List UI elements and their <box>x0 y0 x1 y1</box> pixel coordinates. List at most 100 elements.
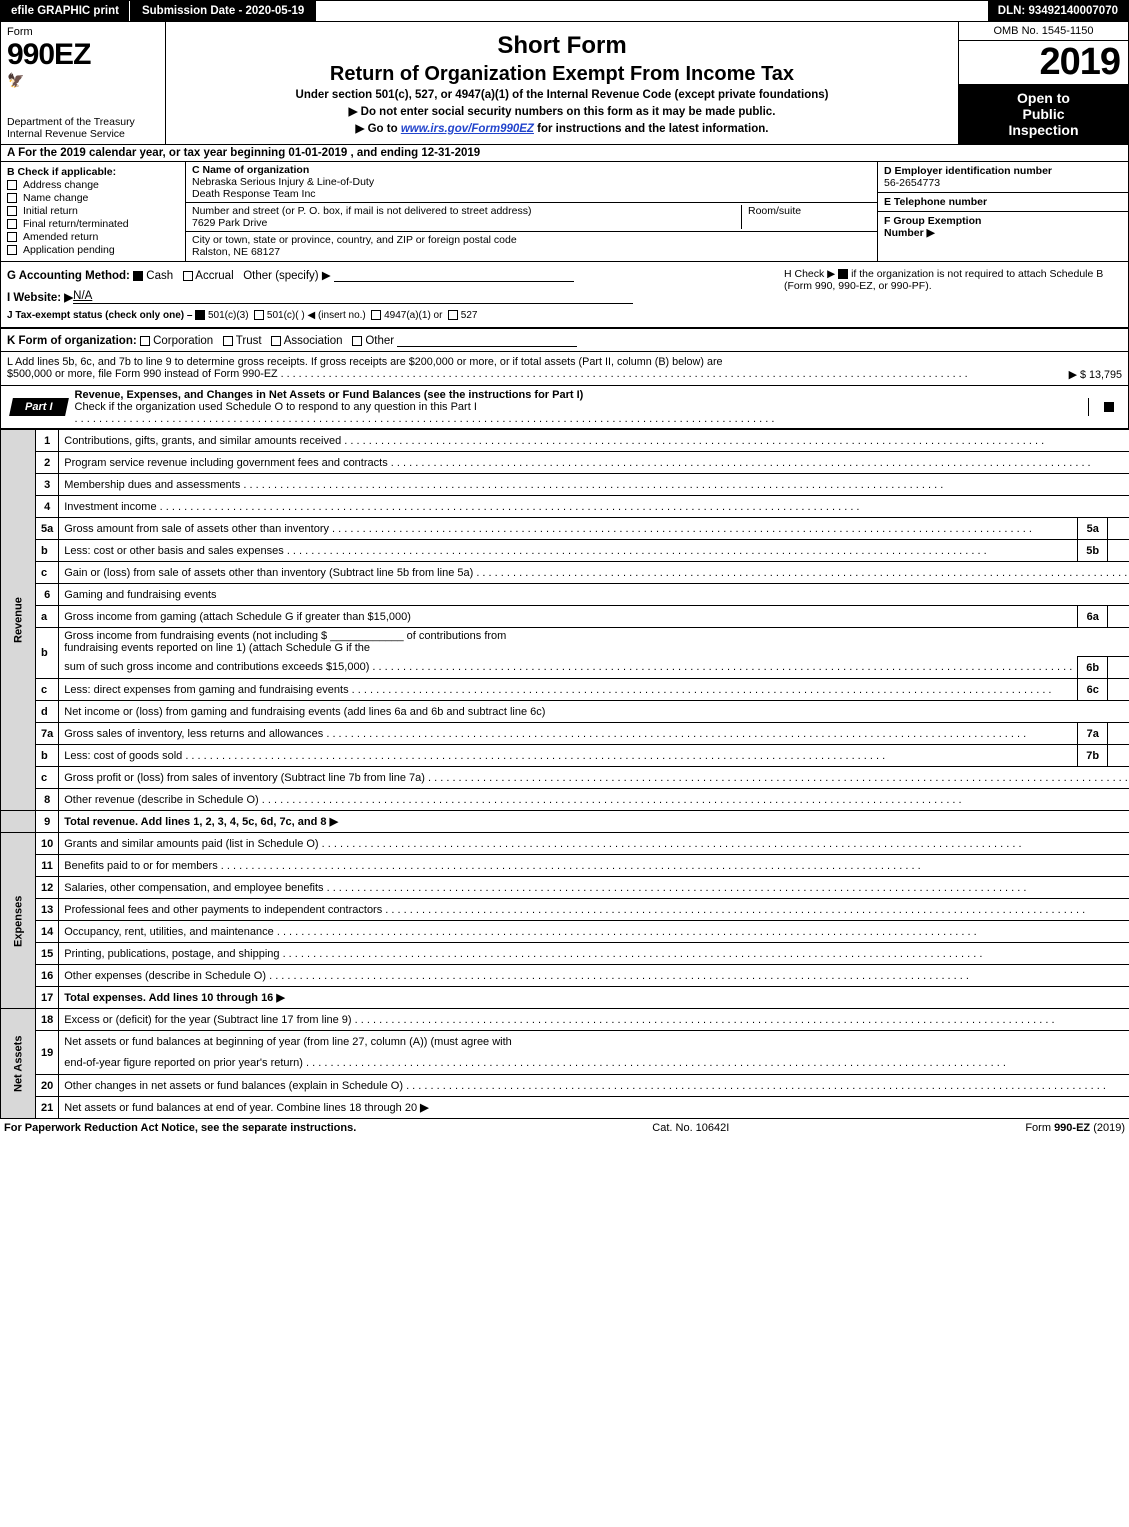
goto-post: for instructions and the latest informat… <box>534 123 769 135</box>
title-return-exempt: Return of Organization Exempt From Incom… <box>174 63 950 86</box>
goto-pre: ▶ Go to <box>356 123 401 135</box>
f-label-2: Number ▶ <box>884 227 935 239</box>
org-name-l1: Nebraska Serious Injury & Line-of-Duty <box>192 176 871 188</box>
chk-final-return[interactable]: Final return/terminated <box>7 218 179 230</box>
table-row: b Less: cost or other basis and sales ex… <box>1 540 1129 562</box>
chk-amended-return[interactable]: Amended return <box>7 231 179 243</box>
addr-block: Number and street (or P. O. box, if mail… <box>192 205 741 229</box>
c-city-cell: City or town, state or province, country… <box>186 232 877 261</box>
table-row: 16Other expenses (describe in Schedule O… <box>1 965 1129 987</box>
table-row: c Less: direct expenses from gaming and … <box>1 679 1129 701</box>
dept-treasury: Department of the Treasury <box>7 116 159 128</box>
chk-accrual[interactable] <box>183 271 193 281</box>
table-row: b Less: cost of goods sold 7b0 <box>1 745 1129 767</box>
e-phone-cell: E Telephone number <box>878 193 1128 212</box>
room-block: Room/suite <box>741 205 871 229</box>
row-a-tax-year: A For the 2019 calendar year, or tax yea… <box>0 145 1129 162</box>
table-row: sum of such gross income and contributio… <box>1 657 1129 679</box>
chk-501c[interactable] <box>254 310 264 320</box>
chk-trust[interactable] <box>223 336 233 346</box>
top-bar-left: efile GRAPHIC print Submission Date - 20… <box>1 1 316 21</box>
table-row: b Gross income from fundraising events (… <box>1 628 1129 657</box>
chk-cash[interactable] <box>133 271 143 281</box>
j-status-line: J Tax-exempt status (check only one) – 5… <box>7 310 772 321</box>
table-row: end-of-year figure reported on prior yea… <box>1 1053 1129 1075</box>
l-text-1: L Add lines 5b, 6c, and 7b to line 9 to … <box>7 356 1122 368</box>
submission-date-badge: Submission Date - 2020-05-19 <box>130 1 316 21</box>
side-label-revenue: Revenue <box>1 430 36 811</box>
table-row: 4 Investment income 425 <box>1 496 1129 518</box>
h-check-block: H Check ▶ if the organization is not req… <box>778 262 1128 327</box>
part1-tab: Part I <box>9 398 68 416</box>
table-row: 9 Total revenue. Add lines 1, 2, 3, 4, 5… <box>1 811 1129 833</box>
table-row: 13Professional fees and other payments t… <box>1 899 1129 921</box>
addr-label: Number and street (or P. O. box, if mail… <box>192 205 741 217</box>
table-row: 7a Gross sales of inventory, less return… <box>1 723 1129 745</box>
part1-title: Revenue, Expenses, and Changes in Net As… <box>67 386 1088 428</box>
block-b-through-f: B Check if applicable: Address change Na… <box>0 162 1129 262</box>
chk-527[interactable] <box>448 310 458 320</box>
omb-number: OMB No. 1545-1150 <box>959 22 1128 41</box>
subtitle: Under section 501(c), 527, or 4947(a)(1)… <box>174 89 950 101</box>
side-label-net-assets: Net Assets <box>1 1009 36 1119</box>
d-ein-cell: D Employer identification number 56-2654… <box>878 162 1128 193</box>
chk-initial-return[interactable]: Initial return <box>7 205 179 217</box>
chk-schedule-b-not-required[interactable] <box>838 269 848 279</box>
table-row: 3 Membership dues and assessments 32,809 <box>1 474 1129 496</box>
footer-catalog: Cat. No. 10642I <box>652 1122 729 1134</box>
table-row: d Net income or (loss) from gaming and f… <box>1 701 1129 723</box>
chk-4947[interactable] <box>371 310 381 320</box>
dln-badge: DLN: 93492140007070 <box>988 1 1128 21</box>
form-header: Form 990EZ 🦅 Department of the Treasury … <box>0 22 1129 145</box>
chk-association[interactable] <box>271 336 281 346</box>
header-center: Short Form Return of Organization Exempt… <box>166 22 958 144</box>
checkbox-icon <box>7 232 17 242</box>
open-l3: Inspection <box>963 122 1124 138</box>
city-value: Ralston, NE 68127 <box>192 246 871 258</box>
j-label: J Tax-exempt status (check only one) – <box>7 310 195 321</box>
treasury-seal-icon: 🦅 <box>7 72 159 89</box>
title-short-form: Short Form <box>174 32 950 60</box>
table-row: 19 Net assets or fund balances at beginn… <box>1 1031 1129 1053</box>
col-def: D Employer identification number 56-2654… <box>878 162 1128 261</box>
chk-501c3[interactable] <box>195 310 205 320</box>
table-row: 14Occupancy, rent, utilities, and mainte… <box>1 921 1129 943</box>
d-label: D Employer identification number <box>884 165 1122 177</box>
i-website-line: I Website: ▶N/A <box>7 290 772 304</box>
chk-other-org[interactable] <box>352 336 362 346</box>
open-l1: Open to <box>963 90 1124 106</box>
table-row: Revenue 1 Contributions, gifts, grants, … <box>1 430 1129 452</box>
row-l-gross-receipts: L Add lines 5b, 6c, and 7b to line 9 to … <box>0 351 1129 386</box>
other-specify-input[interactable] <box>334 268 574 282</box>
table-row: 17Total expenses. Add lines 10 through 1… <box>1 987 1129 1009</box>
other-org-input[interactable] <box>397 333 577 347</box>
side-label-expenses: Expenses <box>1 833 36 1009</box>
part1-schedule-o-check[interactable] <box>1088 398 1128 416</box>
ln: 1 <box>36 430 59 452</box>
footer-right: Form 990-EZ (2019) <box>1025 1122 1125 1134</box>
table-row: 5a Gross amount from sale of assets othe… <box>1 518 1129 540</box>
header-left: Form 990EZ 🦅 Department of the Treasury … <box>1 22 166 144</box>
gh-left: G Accounting Method: Cash Accrual Other … <box>1 262 778 327</box>
table-row: 15Printing, publications, postage, and s… <box>1 943 1129 965</box>
l-amount: ▶ $ 13,795 <box>1069 368 1122 381</box>
chk-address-change[interactable]: Address change <box>7 179 179 191</box>
irs-form-link[interactable]: www.irs.gov/Form990EZ <box>401 123 534 135</box>
table-row: 6 Gaming and fundraising events <box>1 584 1129 606</box>
org-name-l2: Death Response Team Inc <box>192 188 871 200</box>
l-text-2: $500,000 or more, file Form 990 instead … <box>7 368 968 381</box>
table-row: a Gross income from gaming (attach Sched… <box>1 606 1129 628</box>
city-label: City or town, state or province, country… <box>192 234 871 246</box>
table-row: 20Other changes in net assets or fund ba… <box>1 1075 1129 1097</box>
chk-name-change[interactable]: Name change <box>7 192 179 204</box>
chk-application-pending[interactable]: Application pending <box>7 244 179 256</box>
table-row: Expenses 10 Grants and similar amounts p… <box>1 833 1129 855</box>
part1-lines-table: Revenue 1 Contributions, gifts, grants, … <box>0 429 1129 1119</box>
chk-corporation[interactable] <box>140 336 150 346</box>
i-label: I Website: ▶ <box>7 292 73 304</box>
efile-print-button[interactable]: efile GRAPHIC print <box>1 1 130 21</box>
k-label: K Form of organization: <box>7 335 140 347</box>
website-input[interactable]: N/A <box>73 290 633 304</box>
checkbox-icon <box>7 245 17 255</box>
h-pre: H Check ▶ <box>784 268 838 280</box>
